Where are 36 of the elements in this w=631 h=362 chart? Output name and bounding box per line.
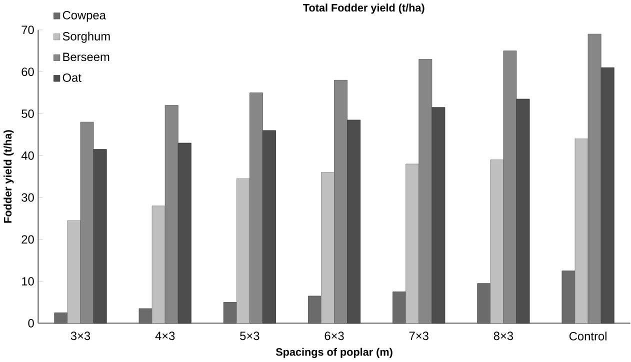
bar (138, 308, 152, 324)
y-tick-label: 20 (22, 235, 34, 244)
y-tick-label: 30 (22, 194, 34, 202)
bar (262, 130, 276, 324)
x-tick-label: 3×3 (70, 332, 90, 340)
bar (477, 283, 491, 324)
x-tick-label: Control (569, 332, 606, 341)
x-tick-label: 5×3 (240, 332, 260, 340)
bar (308, 296, 322, 324)
y-axis-title: Fodder yield (t/ha) (4, 130, 14, 223)
bar (223, 302, 237, 324)
chart-title: Total Fodder yield (t/ha) (303, 4, 424, 14)
bar (432, 107, 446, 324)
x-tick-label: 4×3 (155, 332, 175, 340)
bar (93, 149, 107, 324)
bar (600, 68, 614, 324)
x-tick-label: 8×3 (494, 332, 514, 340)
bar (178, 143, 192, 324)
y-tick-label: 0 (28, 319, 34, 328)
bar (516, 99, 530, 324)
legend-label: Cowpea (62, 11, 106, 22)
bar (347, 120, 361, 324)
y-tick-label: 50 (22, 110, 34, 118)
y-tick-label: 40 (21, 152, 34, 160)
bar (392, 292, 406, 324)
legend-label: Berseem (63, 53, 110, 62)
y-tick-label: 10 (22, 277, 34, 286)
x-axis-title: Spacings of poplar (m) (276, 348, 392, 358)
x-tick-label: 6×3 (324, 332, 344, 340)
x-tick-label: 7×3 (409, 332, 428, 340)
legend-label: Oat (62, 74, 82, 82)
bar (54, 312, 68, 324)
legend-label: Sorghum (62, 32, 110, 44)
y-tick-label: 60 (22, 68, 34, 76)
y-tick-label: 70 (22, 26, 34, 34)
bar (562, 270, 576, 324)
